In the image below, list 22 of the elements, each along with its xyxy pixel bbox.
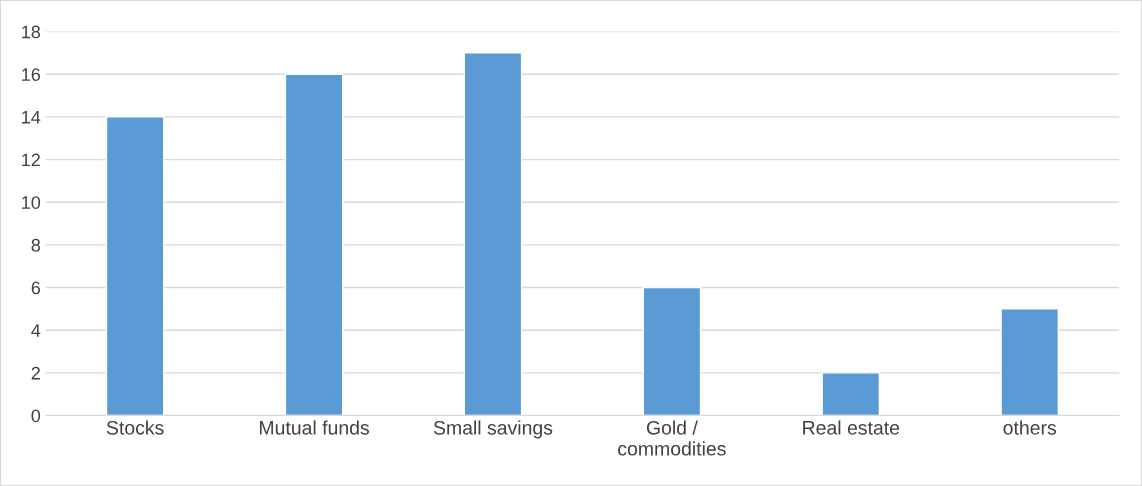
bar	[284, 73, 344, 416]
x-tick-label: Real estate	[803, 420, 900, 435]
y-tick-label: 0	[31, 409, 41, 423]
bar	[463, 52, 523, 416]
bar	[821, 372, 881, 416]
y-tick-label: 12	[22, 153, 40, 167]
x-tick-label: Gold / commodities	[618, 420, 726, 456]
y-tick-label: 6	[31, 281, 41, 295]
y-tick-label: 18	[22, 25, 41, 39]
y-tick-label: 8	[31, 238, 41, 252]
bar	[642, 286, 702, 416]
y-tick-label: 4	[31, 324, 41, 337]
x-tick-label: others	[1003, 420, 1057, 435]
x-tick-label: Mutual funds	[259, 420, 370, 435]
x-tick-label: Stocks	[106, 420, 164, 435]
y-tick-label: 10	[22, 196, 41, 209]
y-tick-label: 16	[22, 68, 41, 81]
y-tick-label: 14	[22, 111, 41, 124]
y-tick-label: 2	[31, 366, 40, 380]
x-tick-label: Small savings	[433, 420, 553, 439]
bar	[1000, 308, 1060, 416]
bar	[105, 116, 165, 416]
